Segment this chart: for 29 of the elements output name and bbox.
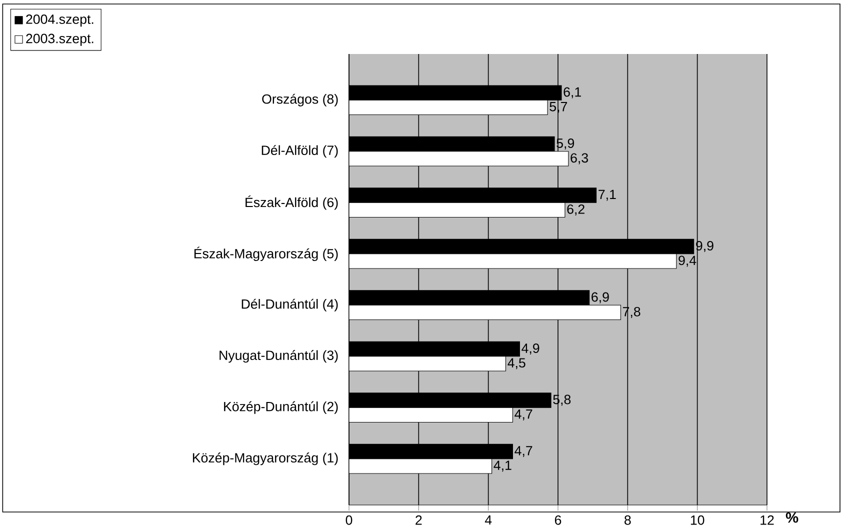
y-tick-label: Dél-Alföld (7) [262,144,338,158]
y-tick-label: Észak-Alföld (6) [246,195,338,210]
data-label: 4,9 [522,343,540,354]
x-tick-label: 0 [346,515,352,525]
y-tick-label: Dél-Dunántúl (4) [242,298,338,312]
data-label: 6,9 [592,292,609,304]
data-label: 7,1 [598,190,616,201]
data-label: 4,7 [514,409,532,420]
data-label: 4,7 [514,446,532,457]
data-label: 4,5 [508,358,526,370]
y-tick-label: Közép-Magyarország (1) [192,452,338,466]
data-label: 6,2 [567,204,584,216]
x-tick-label: 12 [760,515,774,525]
y-tick-label: Közép-Dunántúl (2) [224,401,338,414]
data-label: 6,3 [570,153,588,164]
y-tick-label: Országos (8) [262,94,338,106]
x-axis-title: % [786,512,798,523]
legend-label: 2004.szept. [26,14,94,26]
data-label: 9,4 [678,256,696,267]
x-tick-label: 8 [624,515,631,525]
x-tick-label: 4 [484,515,492,524]
x-tick-label: 10 [690,515,704,525]
legend-label: 2003.szept. [26,34,94,46]
y-tick-label: Észak-Magyarország (5) [194,246,338,261]
data-label: 4,1 [494,460,512,472]
y-tick-label: Nyugat-Dunántúl (3) [220,350,338,363]
x-tick-label: 2 [416,515,422,525]
data-label: 6,1 [564,87,581,98]
x-tick-label: 6 [554,515,562,525]
